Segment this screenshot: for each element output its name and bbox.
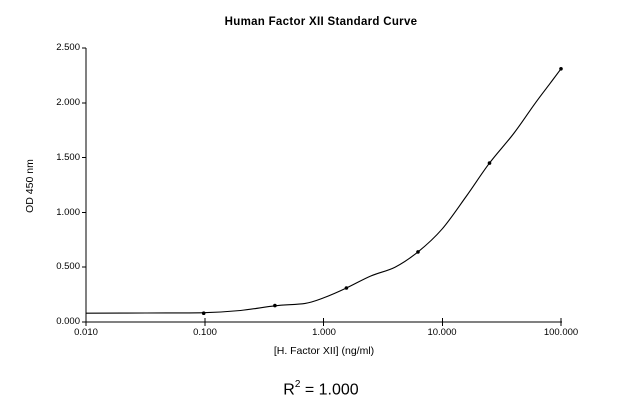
- x-tick-label: 100.000: [543, 327, 579, 338]
- x-axis-title: [H. Factor XII] (ng/ml): [273, 345, 375, 357]
- y-tick-label: 0.000: [56, 316, 80, 327]
- y-tick-label: 0.500: [56, 261, 80, 272]
- r-exponent: 2: [294, 379, 301, 390]
- y-tick-label: 2.500: [56, 42, 80, 53]
- y-tick-label: 2.000: [56, 97, 80, 108]
- r-squared-annotation: R2 = 1.000: [0, 379, 642, 399]
- x-tick-label: 10.000: [427, 327, 457, 338]
- r-symbol: R: [283, 381, 295, 399]
- y-tick-label: 1.500: [56, 152, 80, 163]
- x-tick-label: 1.000: [312, 327, 336, 338]
- y-tick-label: 1.000: [56, 207, 80, 218]
- standard-curve-plot: [82, 47, 563, 326]
- x-tick-label: 0.100: [193, 327, 217, 338]
- chart-title: Human Factor XII Standard Curve: [224, 16, 418, 28]
- x-tick-label: 0.010: [74, 327, 98, 338]
- r-value: = 1.000: [300, 381, 359, 399]
